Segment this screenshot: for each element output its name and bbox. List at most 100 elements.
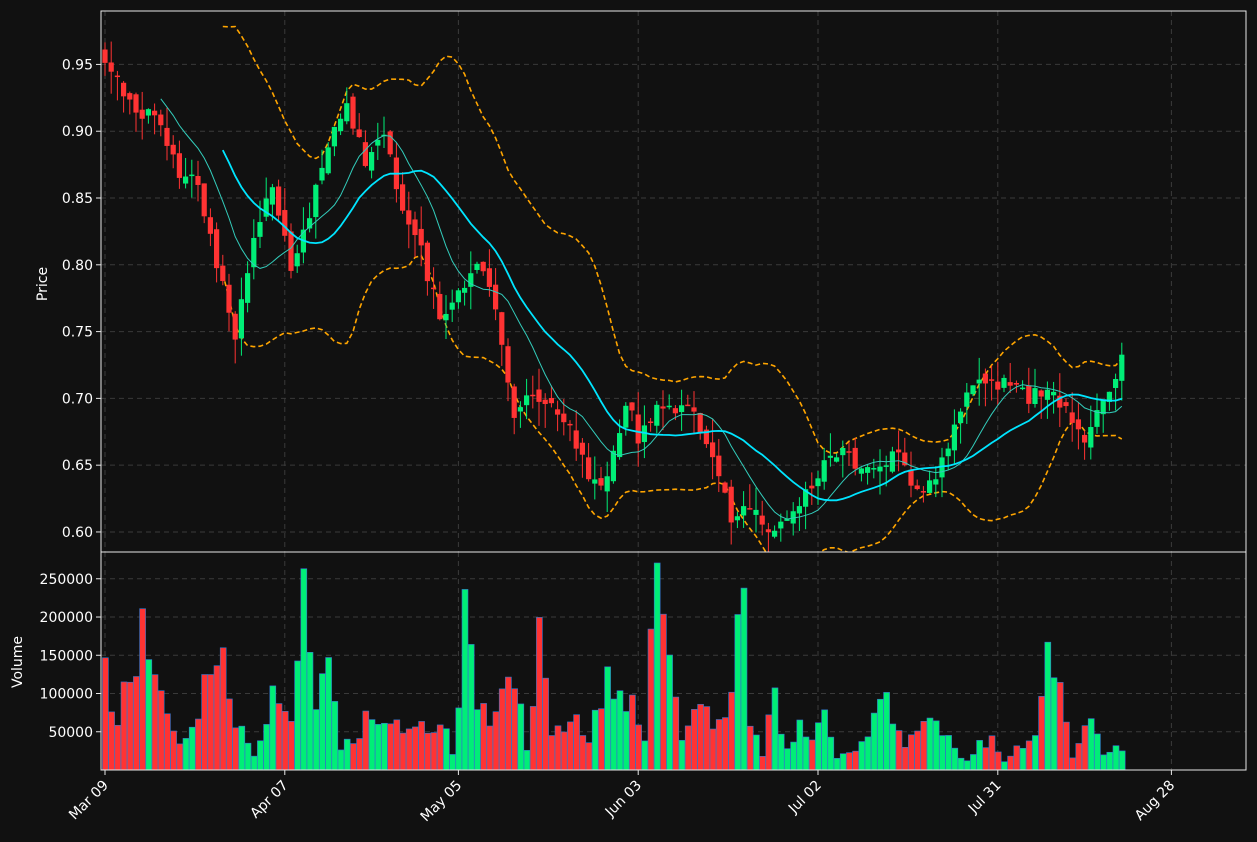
volume-bar bbox=[591, 709, 599, 771]
candle-body bbox=[170, 144, 176, 155]
volume-bar bbox=[1025, 740, 1033, 771]
candle-body bbox=[654, 404, 660, 426]
volume-bar bbox=[368, 719, 376, 771]
candle-body bbox=[982, 373, 988, 384]
volume-bar bbox=[381, 722, 388, 771]
volume-bar bbox=[486, 725, 494, 771]
volume-bar bbox=[753, 734, 760, 771]
ma-long-line bbox=[221, 149, 1123, 502]
volume-bar bbox=[250, 755, 258, 771]
candle-body bbox=[567, 423, 573, 426]
volume-tick-label: 50000 bbox=[48, 725, 93, 741]
candle-body bbox=[114, 75, 120, 78]
volume-axis-title: Volume bbox=[10, 636, 26, 688]
price-tick-label: 0.60 bbox=[62, 525, 93, 541]
candle-body bbox=[1051, 391, 1057, 396]
candle-body bbox=[133, 94, 139, 113]
volume-bar bbox=[914, 730, 921, 771]
candle-body bbox=[437, 293, 443, 320]
candle-body bbox=[629, 402, 635, 411]
volume-bar bbox=[1094, 733, 1101, 771]
candle-body bbox=[195, 176, 201, 185]
candle-body bbox=[443, 313, 449, 321]
candle-body bbox=[486, 268, 492, 287]
volume-bar bbox=[703, 706, 711, 771]
candle-body bbox=[623, 405, 629, 428]
volume-bar bbox=[1007, 755, 1014, 771]
volume-bars bbox=[102, 562, 1126, 771]
candle-body bbox=[877, 466, 883, 472]
volume-bar bbox=[1019, 748, 1027, 771]
volume-bar bbox=[1106, 751, 1114, 771]
volume-bar bbox=[182, 738, 190, 771]
volume-bar bbox=[281, 711, 289, 771]
volume-bar bbox=[1001, 761, 1008, 771]
volume-bar bbox=[275, 703, 283, 771]
candle-body bbox=[288, 231, 294, 271]
candle-body bbox=[815, 478, 821, 487]
volume-tick-label: 200000 bbox=[40, 610, 93, 626]
volume-bar bbox=[1013, 745, 1021, 771]
volume-bar bbox=[492, 711, 500, 771]
candle-body bbox=[511, 386, 517, 418]
candle-body bbox=[641, 425, 647, 443]
candle-body bbox=[164, 127, 170, 146]
volume-bar bbox=[746, 725, 754, 771]
price-tick-label: 0.95 bbox=[62, 57, 93, 73]
candle-body bbox=[1032, 388, 1038, 405]
volume-bar bbox=[387, 723, 394, 771]
volume-bar bbox=[697, 704, 704, 771]
volume-bar bbox=[976, 740, 983, 771]
candle-body bbox=[387, 131, 393, 155]
candle-body bbox=[809, 485, 815, 489]
volume-bar bbox=[1032, 735, 1039, 771]
candle-body bbox=[232, 313, 238, 340]
volume-bar bbox=[343, 738, 351, 771]
candle-body bbox=[493, 284, 499, 310]
volume-bar bbox=[356, 738, 363, 771]
volume-bar bbox=[418, 721, 425, 771]
candle-body bbox=[1007, 382, 1013, 386]
candle-body bbox=[939, 457, 945, 478]
candle-body bbox=[1106, 391, 1112, 402]
volume-bar bbox=[957, 757, 965, 771]
volume-bar bbox=[294, 660, 301, 771]
volume-bar bbox=[1075, 743, 1083, 771]
price-axis-title: Price bbox=[35, 267, 51, 301]
candle-body bbox=[703, 429, 709, 445]
volume-bar bbox=[610, 698, 618, 771]
candle-body bbox=[579, 442, 585, 455]
candle-body bbox=[517, 407, 523, 412]
candle-body bbox=[902, 452, 908, 466]
candle-body bbox=[158, 114, 164, 126]
candle-body bbox=[325, 147, 331, 174]
candle-body bbox=[257, 222, 263, 237]
volume-bar bbox=[579, 735, 587, 771]
volume-bar bbox=[467, 644, 475, 771]
volume-bar bbox=[523, 750, 531, 771]
volume-bar bbox=[542, 677, 549, 771]
candle-body bbox=[455, 290, 461, 303]
candle-body bbox=[728, 486, 734, 523]
volume-bar bbox=[790, 741, 797, 771]
volume-bar bbox=[393, 719, 401, 771]
candle-body bbox=[865, 467, 871, 473]
candle-body bbox=[772, 530, 778, 537]
volume-bar bbox=[319, 673, 326, 771]
candle-body bbox=[214, 229, 220, 269]
volume-bar bbox=[529, 706, 537, 771]
volume-bar bbox=[232, 727, 239, 771]
candle-body bbox=[821, 460, 827, 482]
volume-bar bbox=[635, 724, 642, 771]
candle-body bbox=[108, 62, 114, 72]
candle-body bbox=[331, 126, 337, 147]
candle-body bbox=[226, 284, 232, 313]
candle-body bbox=[536, 389, 542, 402]
candle-body bbox=[964, 392, 970, 407]
volume-bar bbox=[164, 713, 171, 771]
bollinger-upper-line bbox=[222, 25, 1123, 454]
candle-body bbox=[648, 421, 654, 424]
candle-body bbox=[1100, 399, 1106, 415]
candle-body bbox=[592, 479, 598, 484]
candle-body bbox=[741, 506, 747, 516]
